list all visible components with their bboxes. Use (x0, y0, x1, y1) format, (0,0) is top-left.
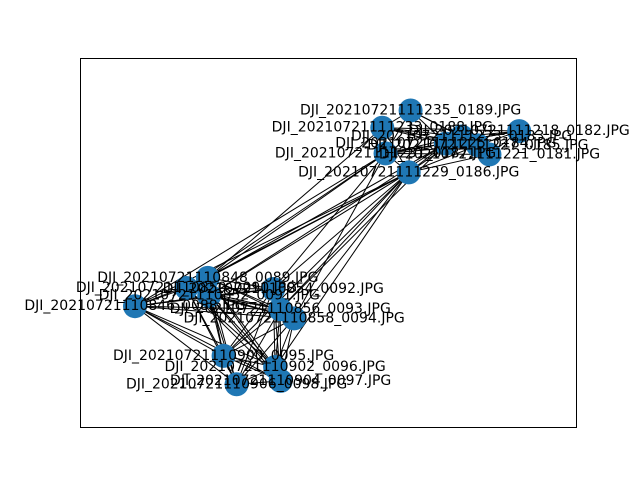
graph-edge (134, 305, 237, 385)
graph-node (373, 141, 398, 166)
node-label: DJI_20210721111235_0189.JPG (300, 103, 521, 119)
graph-node (211, 343, 236, 368)
node-label: DJI_20210721110848_0089.JPG (97, 270, 318, 286)
node-label: DJI_20210721110858_0094.JPG (184, 310, 405, 326)
graph-edge (134, 305, 276, 368)
node-label: DJI_20210721111227_0185.JPG (367, 137, 588, 153)
node-label: DJI_20210721110854_0092.JPG (163, 281, 384, 297)
graph-edge (208, 171, 409, 297)
graph-edge (274, 172, 410, 368)
graph-edge (207, 127, 383, 279)
node-label: DJI_20210721111223_0183.JPG (351, 129, 572, 145)
graph-node (370, 115, 395, 140)
graph-edge (223, 288, 274, 357)
graph-node (197, 283, 222, 308)
graph-edge (208, 295, 238, 385)
graph-edge (236, 288, 274, 385)
graph-edge (223, 308, 281, 357)
node-label: DJI_20210721110904_0097.JPG (170, 373, 391, 389)
graph-node (268, 368, 293, 393)
graph-node (122, 294, 147, 319)
graph-edge (236, 308, 281, 385)
graph-edge (408, 144, 479, 173)
graph-edge (236, 318, 295, 385)
node-label: DJI_20210721111218_0182.JPG (409, 123, 630, 139)
graph-edge (382, 127, 520, 132)
graph-node (477, 142, 502, 167)
node-label: DJI_20210721110850_0090.JPG (76, 280, 297, 296)
graph-edge (223, 317, 295, 357)
graph-node (174, 275, 199, 300)
node-label: DJI_20210721111233_0188.JPG (272, 120, 493, 136)
node-label: DJI_20210721110906_0098.JPG (126, 376, 347, 392)
graph-node (433, 131, 458, 156)
graph-node (261, 276, 286, 301)
graph-edge (279, 172, 410, 310)
graph-edge (134, 305, 281, 310)
graph-edge (134, 153, 386, 307)
graph-edge (186, 153, 386, 289)
graph-node (396, 160, 421, 185)
node-label: DJI_20210721111229_0186.JPG (298, 164, 519, 180)
node-label: DJI_20210721111221_0181.JPG (379, 146, 600, 162)
graph-edge (408, 153, 490, 173)
node-label: DJI_20210721110852_0091.JPG (99, 288, 320, 304)
graph-node (224, 372, 249, 397)
graph-node (398, 98, 423, 123)
graph-edge (272, 171, 410, 290)
graph-edge (134, 305, 224, 357)
graph-edge (293, 172, 410, 319)
label-layer: DJI_20210721111235_0189.JPGDJI_202107211… (24, 103, 629, 393)
graph-edge (293, 153, 386, 319)
node-label: DJI_20210721111231_0187.JPG (275, 145, 496, 161)
graph-edge (134, 305, 295, 319)
graph-edge (209, 295, 281, 310)
graph-edge (272, 153, 386, 290)
axes-frame (80, 58, 577, 428)
graph-node (195, 265, 220, 290)
node-label: DJI_20210721110856_0093.JPG (170, 301, 391, 317)
graph-edge (134, 305, 281, 382)
graph-node (282, 306, 307, 331)
node-label: DJI_20210721110900_0095.JPG (113, 348, 334, 364)
node-label: DJI_20210721110902_0096.JPG (164, 359, 385, 375)
node-layer (122, 98, 532, 397)
graph-node (507, 119, 532, 144)
node-label: DJI_20210721111225_0184.JPG (335, 136, 556, 152)
graph-edge (207, 153, 386, 279)
graph-edge (186, 287, 238, 385)
node-label: DJI_20210721110846_0088.JPG (24, 298, 245, 314)
graph-edge (223, 172, 410, 357)
